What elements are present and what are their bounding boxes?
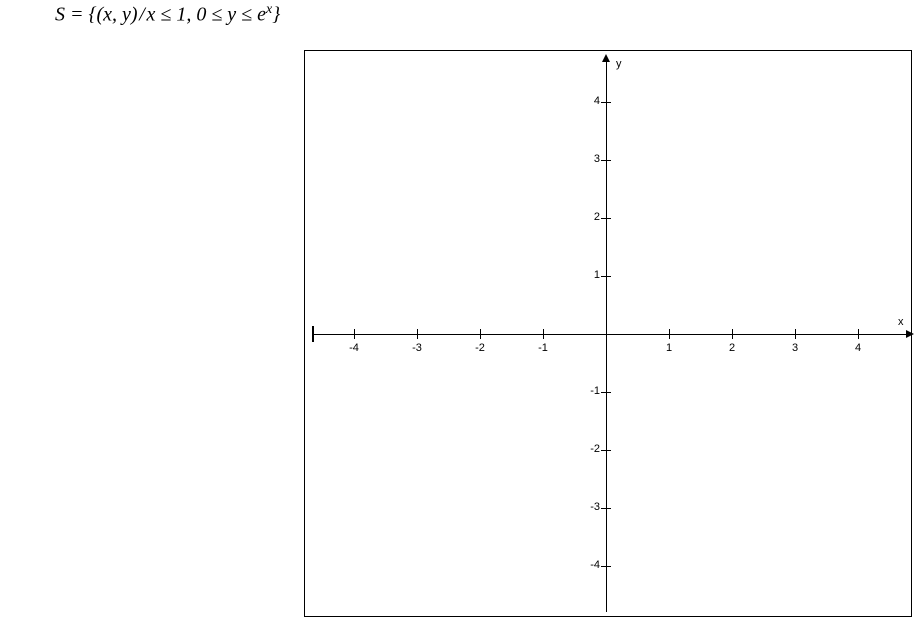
y-tick-label: 2 [582, 211, 600, 223]
x-tick [354, 329, 355, 339]
y-tick-label: 4 [582, 95, 600, 107]
y-tick-label: -3 [582, 501, 600, 513]
page: S = {(x, y) / x ≤ 1, 0 ≤ y ≤ ex} -4 -3 -2 -… [0, 0, 916, 633]
y-tick [601, 566, 611, 567]
set-definition-formula: S = {(x, y) / x ≤ 1, 0 ≤ y ≤ ex} [55, 2, 280, 27]
y-tick-label: -2 [582, 443, 600, 455]
x-tick [732, 329, 733, 339]
y-axis-arrow [602, 54, 610, 62]
y-tick [601, 508, 611, 509]
y-tick [601, 160, 611, 161]
x-tick [669, 329, 670, 339]
y-axis-label: y [616, 58, 622, 70]
x-tick [795, 329, 796, 339]
y-tick [601, 276, 611, 277]
y-tick-label: 3 [582, 153, 600, 165]
y-tick-label: 1 [582, 269, 600, 281]
x-tick [543, 329, 544, 339]
x-tick-label: 1 [659, 342, 679, 354]
x-tick [480, 329, 481, 339]
x-axis [312, 334, 908, 335]
x-tick-label: -3 [407, 342, 427, 354]
y-tick [601, 218, 611, 219]
y-tick-label: -4 [582, 559, 600, 571]
y-tick [601, 450, 611, 451]
x-tick [417, 329, 418, 339]
x-tick-label: -2 [470, 342, 490, 354]
y-tick-label: -1 [582, 385, 600, 397]
x-tick-label: -4 [344, 342, 364, 354]
x-axis-start-bar [312, 326, 314, 342]
x-tick-label: 4 [848, 342, 868, 354]
x-tick [858, 329, 859, 339]
x-axis-arrow [906, 330, 914, 338]
y-tick [601, 102, 611, 103]
x-tick-label: -1 [533, 342, 553, 354]
x-axis-label: x [898, 316, 904, 328]
y-tick [601, 392, 611, 393]
x-tick-label: 2 [722, 342, 742, 354]
y-axis [606, 56, 607, 612]
x-tick-label: 3 [785, 342, 805, 354]
